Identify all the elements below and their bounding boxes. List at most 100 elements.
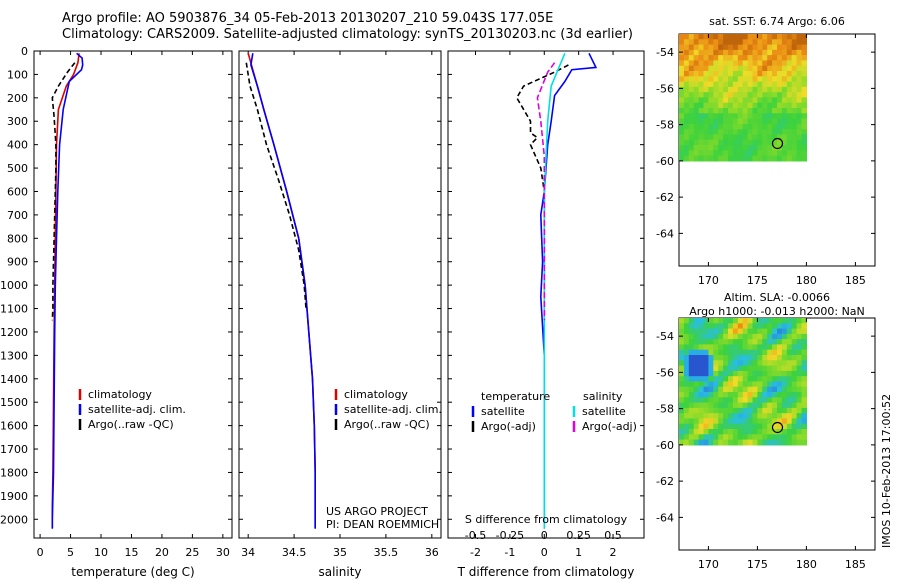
heatmap-cell [747,439,754,446]
heatmap-cell [728,370,734,377]
heatmap-cell [737,328,744,335]
heatmap-cell [737,429,744,435]
heatmap-cell [747,413,754,420]
heatmap-cell [796,113,803,120]
heatmap-cell [796,86,803,93]
heatmap-cell [747,102,754,109]
heatmap-cell [762,434,768,441]
heatmap-cell [767,407,773,414]
heatmap-cell [728,76,734,83]
heatmap-cell [728,44,734,51]
heatmap-cell [688,323,695,330]
heatmap-cell [683,55,690,61]
heatmap-cell [713,134,719,141]
heatmap-cell [718,118,724,125]
heatmap-cell [723,60,729,67]
heatmap-cell [708,349,714,356]
heatmap-cell [801,365,807,372]
heatmap-cell [801,381,807,388]
heatmap-cell [757,34,763,40]
heatmap-cell [762,402,768,409]
heatmap-cell [747,429,754,435]
heatmap-cell [752,360,758,367]
heatmap-cell [703,413,709,420]
heatmap-cell [796,370,803,377]
heatmap-cell [801,439,807,446]
heatmap-cell [786,49,793,56]
heatmap-cell [708,439,714,446]
heatmap-cell [786,123,793,130]
heatmap-cell [698,381,705,388]
heatmap-cell [737,139,744,146]
heatmap-cell [777,349,783,356]
heatmap-cell [718,328,724,335]
heatmap-cell [781,139,788,146]
heatmap-cell [796,76,803,83]
heatmap-cell [786,129,793,136]
heatmap-cell [752,381,758,388]
heatmap-cell [693,429,700,435]
heatmap-cell [732,113,739,120]
heatmap-cell [683,145,690,151]
heatmap-cell [688,423,695,430]
heatmap-cell [703,65,709,72]
heatmap-cell [781,365,788,372]
heatmap-cell [767,360,773,367]
y-tick-label: -60 [656,439,674,452]
heatmap-cell [742,71,749,77]
heatmap-cell [703,370,709,377]
heatmap-cell [713,118,719,125]
heatmap-cell [688,102,695,109]
heatmap-cell [757,123,763,130]
heatmap-cell [767,118,773,125]
heatmap-cell [767,86,773,93]
heatmap-cell [781,102,788,109]
heatmap-cell [737,118,744,125]
heatmap-cell [683,344,690,351]
heatmap-cell [757,65,763,72]
x-axis-label: temperature (deg C) [71,565,194,579]
heatmap-cell [747,71,754,77]
heatmap-cell [703,318,709,324]
heatmap-cell [732,402,739,409]
heatmap-cell [728,434,734,441]
heatmap-cell [713,65,719,72]
heatmap-cell [767,434,773,441]
heatmap-cell [801,49,807,56]
heatmap-cell [747,123,754,130]
heatmap-cell [688,402,695,409]
heatmap-cell [679,402,685,409]
heatmap-cell [801,145,807,151]
heatmap-cell [786,113,793,120]
heatmap-cell [767,413,773,420]
heatmap-cell [767,55,773,61]
heatmap-cell [772,376,778,383]
heatmap-cell [732,71,739,77]
heatmap-cell [777,434,783,441]
heatmap-cell [718,129,724,136]
heatmap-cell [767,102,773,109]
heatmap-cell [757,318,763,324]
heatmap-cell [708,139,714,146]
heatmap-cell [723,113,729,120]
heatmap-cell [732,44,739,51]
heatmap-cell [688,397,695,404]
heatmap-cell [737,323,744,330]
heatmap-cell [688,81,695,88]
x-tick-label: 20 [155,546,169,559]
heatmap-cell [742,376,749,383]
heatmap-cell [723,39,729,46]
heatmap-cell [786,97,793,104]
y-tick-label: 700 [7,209,28,222]
legend-title: salinity [583,390,623,403]
heatmap-cell [723,418,729,425]
heatmap-cell [781,55,788,61]
heatmap-cell [737,81,744,88]
heatmap-cell [757,413,763,420]
heatmap-cell [732,92,739,99]
heatmap-cell [698,102,705,109]
heatmap-cell [791,118,798,125]
heatmap-cell [781,113,788,120]
heatmap-cell [703,407,709,414]
heatmap-cell [791,97,798,104]
